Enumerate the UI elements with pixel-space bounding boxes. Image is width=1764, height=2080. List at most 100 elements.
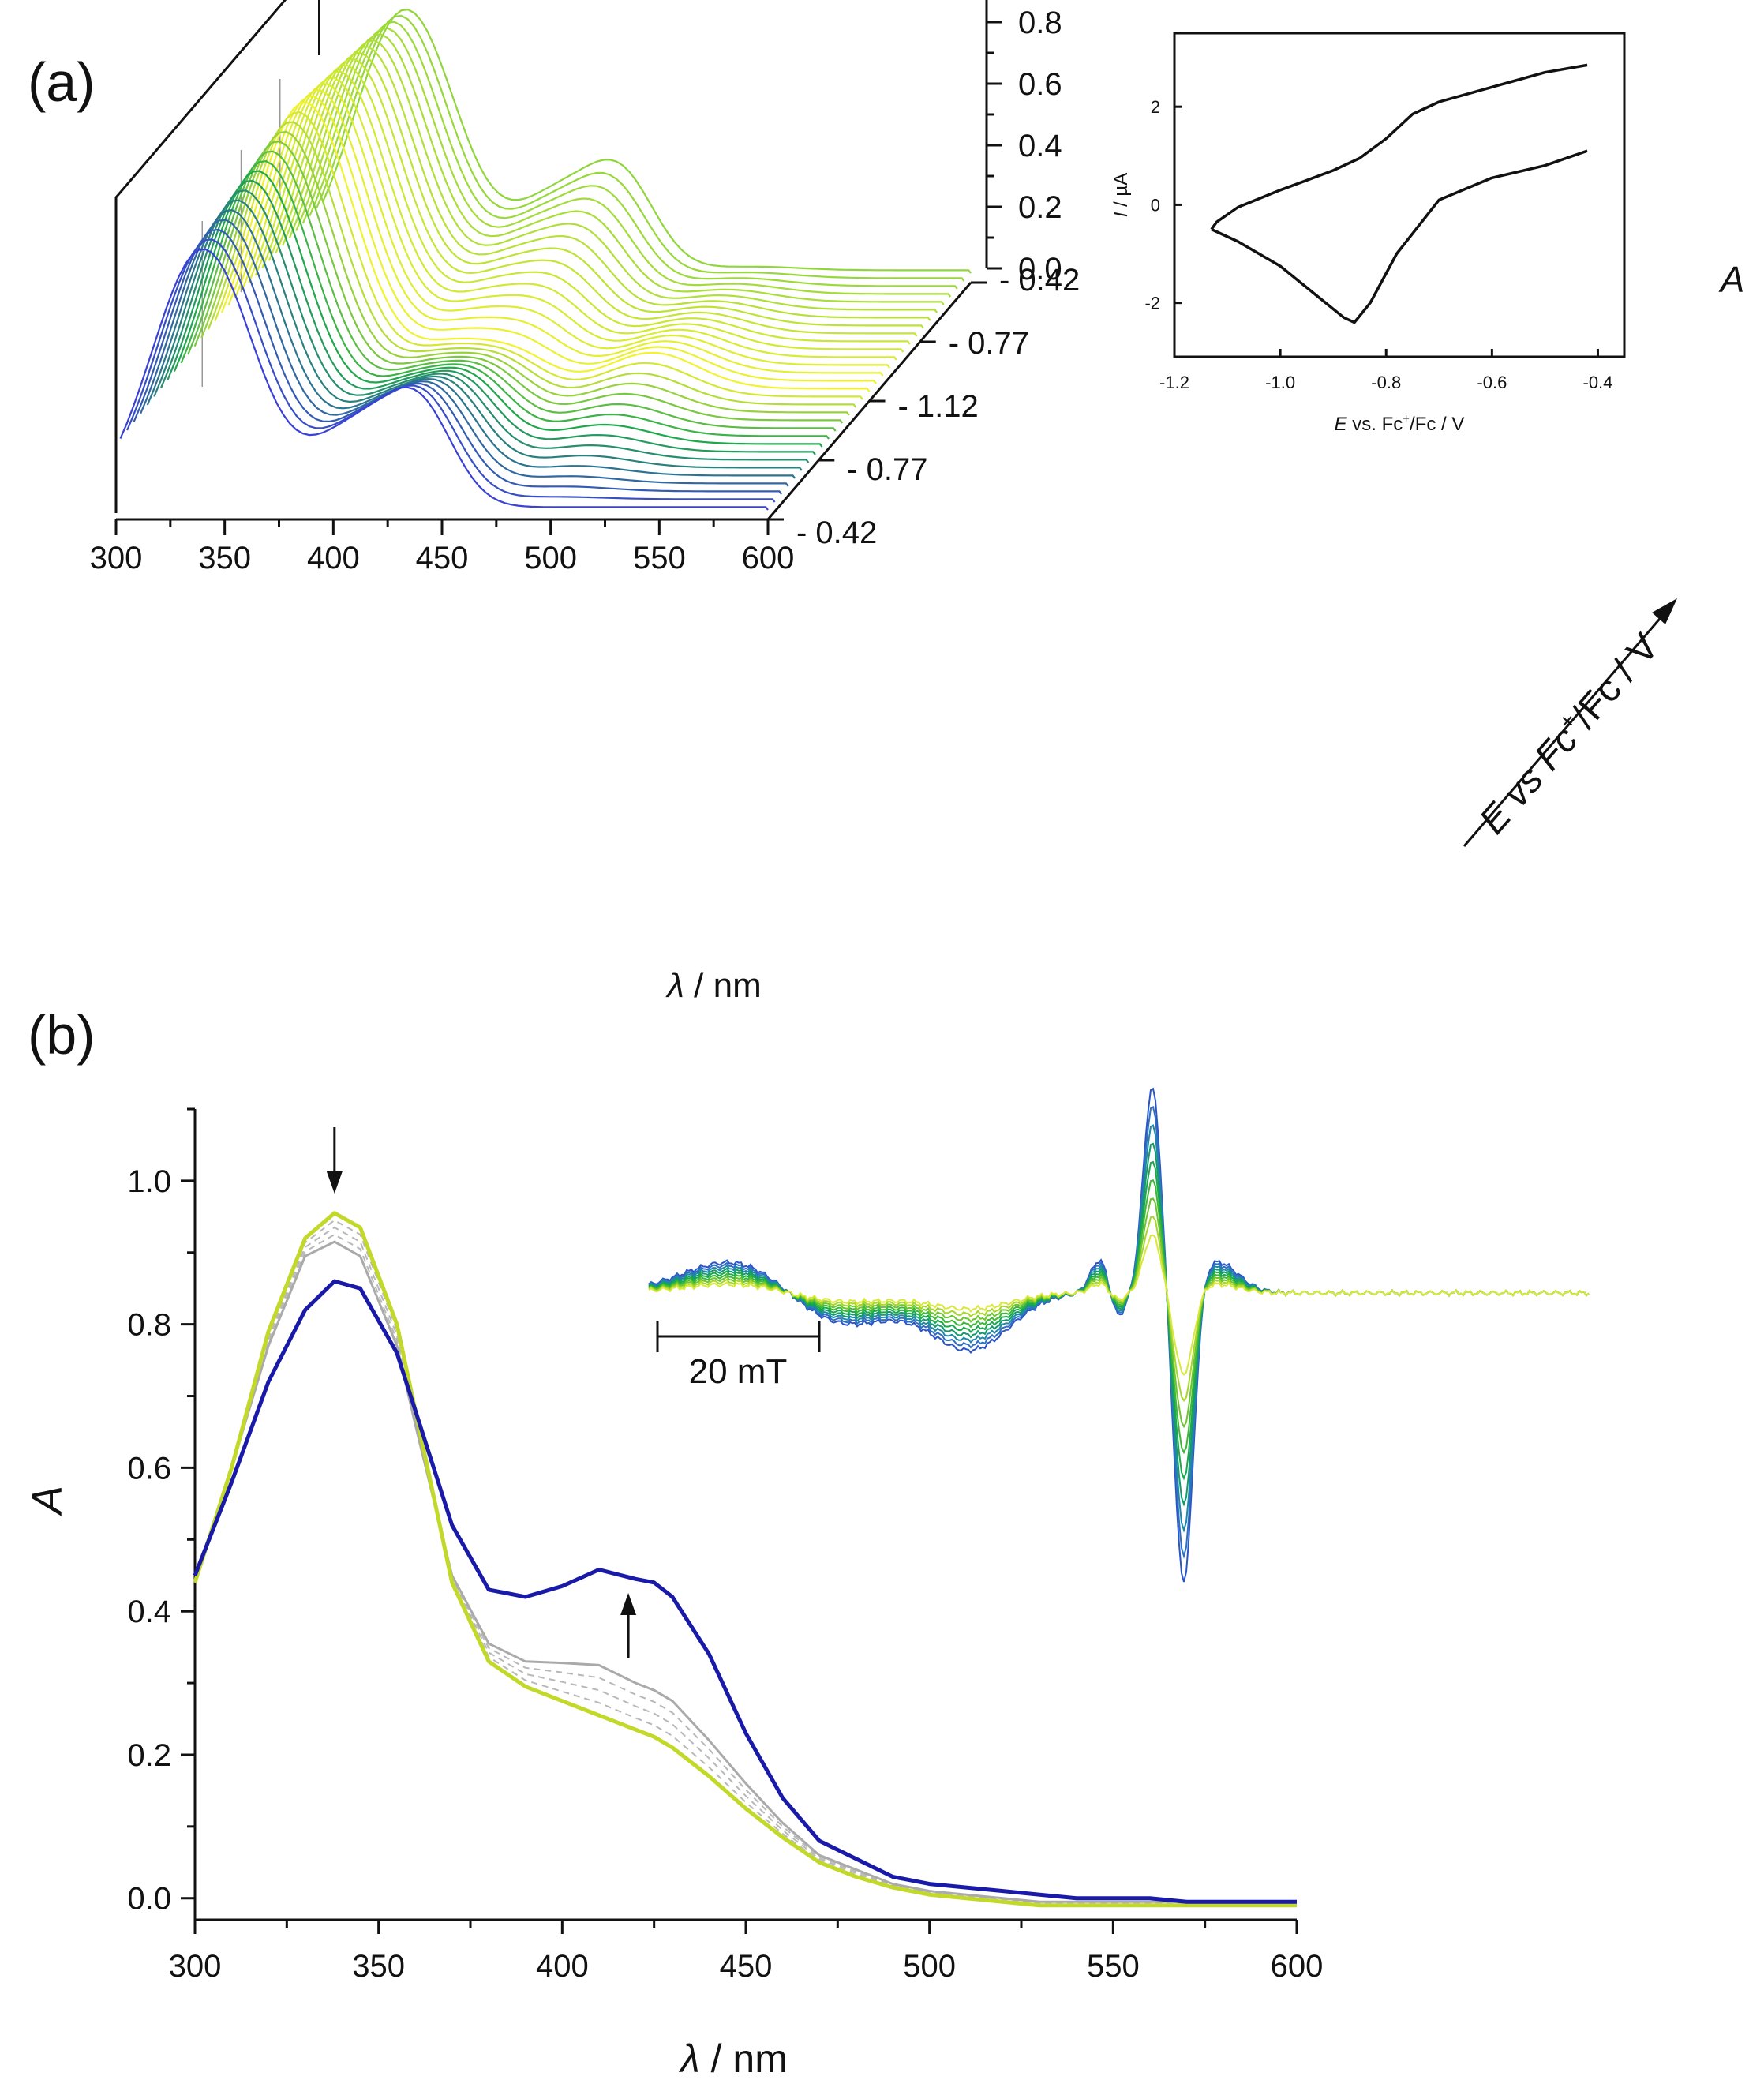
spectrum-17 [227, 95, 877, 384]
uvvis-intermediate-dashed-3 [194, 1219, 1297, 1906]
spectrum-20 [248, 77, 897, 361]
panel-label-a: (a) [28, 51, 96, 113]
uvvis-curves [193, 1211, 1297, 1908]
spectrum-1 [119, 248, 769, 511]
spectrum-21 [254, 70, 904, 353]
x-tick-label-300: 300 [90, 541, 143, 575]
potential-tick-label-1: - 0.77 [847, 452, 927, 487]
uvvis-y-label: A [24, 1486, 71, 1516]
spectrum-29 [309, 21, 958, 290]
spectrum-8 [167, 179, 816, 455]
waterfall-a-label: A [1718, 259, 1745, 300]
potential-tick-label-0: - 0.42 [796, 515, 877, 550]
uvvis-x-tick-label-600: 600 [1271, 1949, 1324, 1984]
spectrum-7 [159, 189, 810, 463]
uvvis-x-tick-label-450: 450 [720, 1949, 773, 1984]
waterfall-a-ticks: 0.00.20.40.60.81.0 [987, 6, 1062, 287]
spectrum-10 [180, 159, 830, 440]
spectrum-26 [288, 39, 938, 313]
spectrum-31 [322, 8, 972, 274]
cv-y-tick-label-2: 2 [1151, 97, 1160, 117]
epr-scale-bar [656, 1321, 821, 1352]
epr-spectrum-5 [648, 1160, 1590, 1481]
potential-tick-label-3: - 0.77 [949, 326, 1029, 361]
cv-x-tick-label--0.4: -0.4 [1583, 373, 1613, 392]
uvvis-arrows [326, 1127, 637, 1658]
spectrum-19 [241, 83, 891, 369]
uvvis-reduced [193, 1279, 1297, 1904]
spectrum-13 [200, 130, 850, 416]
spectrum-14 [207, 121, 857, 408]
uvvis-oxidized [193, 1211, 1297, 1908]
waterfall-x-ticks: 300 350 400 450 500 550 600 [90, 519, 795, 575]
uvvis-y-tick-label-0.6: 0.6 [127, 1451, 171, 1486]
potential-tick-label-2: - 1.12 [898, 389, 979, 424]
uvvis-x-tick-label-550: 550 [1087, 1949, 1140, 1984]
waterfall-x-label: λ / nm [665, 966, 761, 1005]
spectrum-11 [187, 150, 837, 432]
x-tick-label-550: 550 [633, 541, 686, 575]
uvvis-y-tick-label-0.0: 0.0 [127, 1882, 171, 1917]
cv-x-tick-label--1.0: -1.0 [1265, 373, 1295, 392]
uvvis-y-tick-label-0.2: 0.2 [127, 1738, 171, 1773]
a-tick-label-0.0: 0.0 [1018, 252, 1062, 287]
cv-y-label: I / µA [1110, 173, 1132, 218]
x-tick-label-450: 450 [416, 541, 469, 575]
uvvis-y-tick-label-0.8: 0.8 [127, 1308, 171, 1343]
spectrum-23 [268, 58, 918, 337]
spectrum-15 [214, 111, 863, 400]
spectrum-6 [153, 199, 803, 471]
arrow-down-head [326, 1171, 343, 1194]
epr-spectrum-2 [648, 1105, 1590, 1559]
uvvis-x-tick-label-400: 400 [536, 1949, 589, 1984]
uvvis-x-tick-label-300: 300 [169, 1949, 222, 1984]
uvvis-intermediate-dashed-1 [194, 1233, 1297, 1904]
epr-scale-bar-label: 20 mT [689, 1352, 788, 1391]
epr-inset: 20 mT [648, 1087, 1590, 1583]
cv-curves [1210, 63, 1588, 324]
spectrum-3 [133, 228, 782, 495]
spectrum-25 [282, 45, 931, 321]
cv-x-tick-label--0.8: -0.8 [1371, 373, 1401, 392]
uvvis-ticks: 300 350 400 450 500 550 600 0.0 0.2 0.4 0.6 0.8 1.0 [127, 1107, 1324, 1984]
waterfall-potential-ticks: - 0.42 - 0.77 - 1.12 - 0.77 - 0.42 [768, 263, 1080, 550]
potential-tick-label-4: - 0.42 [999, 263, 1080, 298]
cv-inset: -1.2 -1.0 -0.8 -0.6 -0.4 -2 0 2 E vs. Fc+/Fc / … [1110, 32, 1626, 435]
waterfall-axes [116, 0, 988, 521]
uvvis-x-tick-label-350: 350 [352, 1949, 405, 1984]
uvvis-y-tick-label-1.0: 1.0 [127, 1164, 171, 1199]
uvvis-intermediate [193, 1240, 1297, 1903]
waterfall-x-label-symbol: λ [665, 966, 684, 1005]
spectrum-30 [315, 14, 965, 282]
spectrum-2 [126, 238, 776, 503]
uvvis-intermediate-dashed-2 [194, 1226, 1297, 1905]
spectrum-5 [146, 208, 796, 479]
cv-y-tick-label--2: -2 [1144, 294, 1160, 313]
spectrum-4 [140, 219, 789, 487]
uvvis-y-tick-label-0.4: 0.4 [127, 1595, 171, 1629]
uvvis-x-label: λ / nm [678, 2037, 788, 2080]
epr-spectrum-6 [648, 1179, 1590, 1455]
a-tick-label-0.2: 0.2 [1018, 190, 1062, 225]
waterfall-spectra [119, 8, 972, 511]
spectrum-18 [234, 88, 884, 377]
cv-x-label: E vs. Fc+/Fc / V [1335, 412, 1465, 435]
spectrum-22 [261, 64, 911, 345]
a-tick-label-0.8: 0.8 [1018, 6, 1062, 40]
epr-spectrum-4 [648, 1142, 1590, 1507]
spectrum-16 [220, 101, 871, 392]
spectrum-28 [301, 27, 952, 298]
cv-x-tick-label--1.2: -1.2 [1159, 373, 1189, 392]
frame-left-top [114, 0, 287, 513]
epr-spectrum-3 [648, 1124, 1590, 1533]
x-tick-label-350: 350 [198, 541, 251, 575]
uvvis-x-tick-label-500: 500 [903, 1949, 956, 1984]
potential-axis-arrow [1463, 598, 1677, 847]
potential-axis-label: E vs Fc+/Fc / V [1470, 625, 1667, 842]
arrow-up-head [620, 1593, 637, 1615]
x-tick-label-400: 400 [307, 541, 360, 575]
cv-plot-box [1173, 32, 1626, 358]
x-tick-label-600: 600 [742, 541, 795, 575]
waterfall-x-label-unit: / nm [684, 966, 762, 1005]
